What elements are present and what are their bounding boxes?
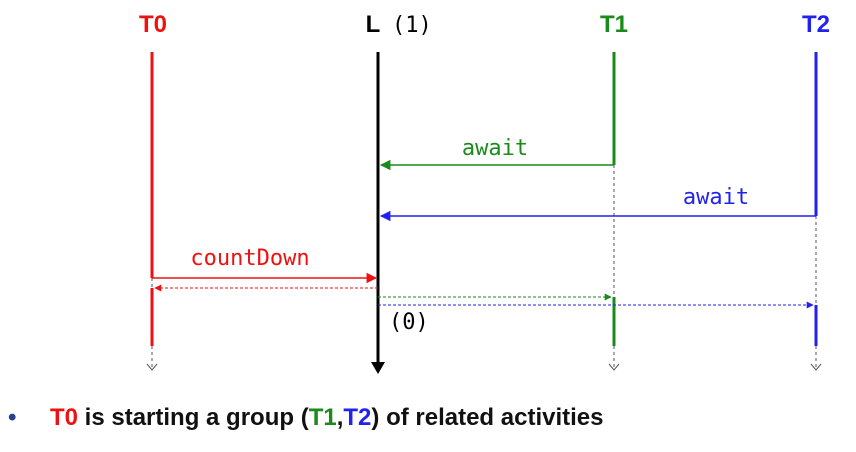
caption-t2: T2 [343,404,372,431]
caption-t0: T0 [50,404,79,431]
latch-count-initial: (1) [392,13,432,38]
t2-lifeline-end-arrow [810,363,822,371]
latch-lifeline-arrowhead [371,362,385,374]
t1-await-label: await [462,136,528,161]
thread-label-t2: T2 [802,11,830,38]
thread-label-t1: T1 [600,11,628,38]
caption-text-2: ) of related activities [371,404,604,431]
t0-countdown-label: countDown [190,246,309,271]
t0-lifeline-end-arrow [146,363,158,371]
caption: • T0 is starting a group (T1,T2) of relat… [8,404,848,432]
thread-label-t0: T0 [139,11,167,38]
thread-label-latch: L [366,11,381,38]
latch-count-zero: (0) [389,310,429,335]
caption-text-1: is starting a group ( [78,404,309,431]
t1-lifeline-end-arrow [608,363,620,371]
caption-bullet: • [8,404,17,431]
caption-t1: T1 [308,404,337,431]
t2-await-label: await [683,185,749,210]
caption-comma: , [336,404,344,431]
